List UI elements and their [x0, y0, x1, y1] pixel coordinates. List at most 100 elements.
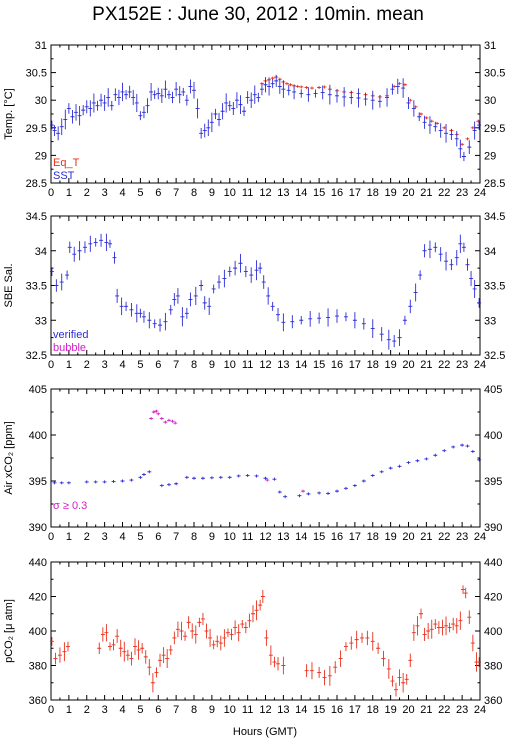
y-axis-title: SBE Sal. [3, 263, 15, 307]
data-point [301, 489, 306, 493]
series-sst [49, 74, 482, 162]
data-point [376, 642, 381, 654]
data-point [170, 91, 175, 104]
data-point [174, 482, 179, 486]
x-tick-label: 8 [191, 704, 197, 716]
data-point [413, 283, 418, 302]
x-tick-label: 10 [224, 704, 236, 716]
series--0-3 [149, 409, 306, 493]
x-tick-label: 7 [173, 704, 179, 716]
data-point [467, 140, 472, 154]
data-point [395, 78, 400, 95]
data-point [252, 85, 257, 104]
x-tick-label: 6 [155, 531, 161, 543]
chart-title: PX152E : June 30, 2012 : 10min. mean [92, 4, 424, 25]
x-tick-label: 1 [66, 531, 72, 543]
data-point [77, 241, 82, 261]
y-tick-label-left: 32.5 [26, 350, 47, 362]
x-tick-label: 14 [295, 704, 307, 716]
data-point [385, 88, 390, 107]
data-point [136, 640, 141, 660]
data-point [436, 621, 441, 634]
y-tick-label-right: 28.5 [484, 178, 505, 190]
data-point [422, 115, 427, 129]
data-point [370, 90, 375, 110]
x-tick-label: 9 [209, 359, 215, 371]
data-point [342, 87, 347, 107]
data-point [66, 103, 71, 114]
data-point [444, 616, 449, 636]
data-point [322, 85, 327, 89]
data-point [451, 445, 456, 449]
data-point [116, 89, 121, 106]
data-point [270, 301, 275, 311]
x-tick-label: 18 [367, 359, 379, 371]
data-point [335, 88, 339, 103]
data-point [186, 616, 191, 629]
data-point [163, 420, 168, 424]
x-tick-label: 16 [331, 704, 343, 716]
data-point [272, 656, 277, 668]
data-point [231, 102, 236, 115]
data-point [147, 659, 152, 676]
data-point [245, 91, 250, 104]
data-point [99, 233, 104, 247]
data-point [199, 280, 204, 291]
x-tick-label: 17 [349, 704, 361, 716]
data-point [143, 650, 148, 664]
data-point [91, 93, 96, 113]
data-point [343, 642, 348, 651]
legend-entry: Eq_T [53, 157, 80, 169]
data-point [386, 658, 391, 679]
data-point [49, 636, 54, 646]
data-point [59, 481, 64, 485]
data-point [238, 95, 243, 114]
data-point [402, 315, 407, 325]
data-point [192, 476, 196, 480]
x-tick-label: 4 [119, 187, 125, 199]
y-tick-label-right: 31 [484, 40, 496, 52]
data-point [222, 629, 227, 647]
data-point [53, 652, 58, 665]
data-point [327, 84, 332, 105]
data-point [115, 288, 120, 303]
data-point [227, 266, 232, 277]
data-point [120, 82, 125, 102]
data-point [304, 86, 309, 90]
x-tick-label: 19 [385, 187, 397, 199]
data-point [100, 627, 105, 642]
y-tick-label-right: 390 [484, 522, 502, 534]
data-point [477, 120, 482, 130]
data-point [88, 100, 93, 117]
data-point [140, 643, 145, 654]
data-point [82, 241, 87, 254]
data-point [308, 311, 313, 327]
data-point [243, 621, 248, 634]
data-point [211, 640, 216, 650]
data-point [424, 116, 429, 120]
data-point [461, 585, 466, 594]
x-tick-label: 11 [242, 531, 253, 543]
x-tick-label: 19 [385, 704, 397, 716]
data-point [309, 86, 314, 90]
data-point [188, 292, 193, 307]
x-tick-label: 16 [331, 531, 343, 543]
data-point [454, 131, 459, 147]
data-point [109, 100, 114, 111]
data-point [179, 621, 184, 641]
data-point [111, 639, 116, 651]
data-point [288, 83, 293, 87]
data-point [417, 112, 422, 122]
data-point [477, 458, 482, 462]
x-tick-label: 21 [420, 187, 432, 199]
data-point [449, 259, 454, 271]
data-point [317, 491, 322, 495]
y-tick-label-left: 29 [35, 150, 47, 162]
data-point [249, 92, 254, 108]
x-tick-label: 6 [155, 704, 161, 716]
data-point [317, 312, 322, 324]
x-tick-label: 2 [84, 359, 90, 371]
y-tick-label-right: 400 [484, 430, 502, 442]
data-point [152, 90, 157, 100]
